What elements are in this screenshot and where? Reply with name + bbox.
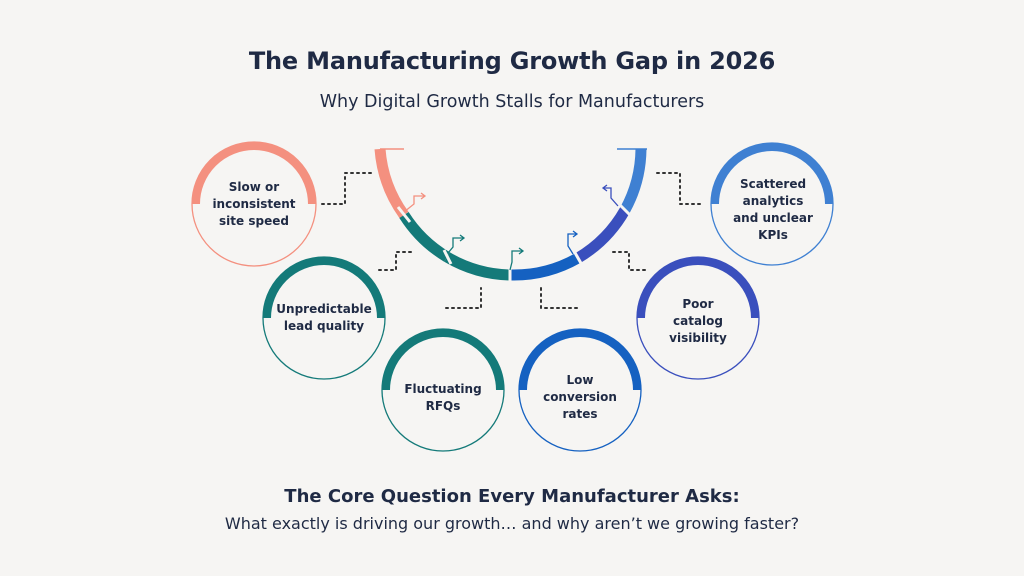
arc-segment-indigo xyxy=(575,207,630,263)
node-label-rfqs: Fluctuating RFQs xyxy=(404,382,482,413)
central-arc xyxy=(374,148,647,281)
core-question-text: What exactly is driving our growth… and … xyxy=(224,514,800,533)
node-label-lead-quality: Unpredictable lead quality xyxy=(276,302,372,333)
node-label-conversion: Low conversion rates xyxy=(543,373,617,421)
dotted-connectors xyxy=(321,172,703,309)
node-label-catalog: Poor catalog visibility xyxy=(669,297,727,345)
node-label-site-speed: Slow or inconsistent site speed xyxy=(212,180,296,228)
arc-segment-salmon xyxy=(374,148,409,219)
arc-segment-blue xyxy=(509,253,581,281)
page-subtitle: Why Digital Growth Stalls for Manufactur… xyxy=(319,92,705,112)
arc-segment-teal-dark xyxy=(444,252,511,281)
arc-segment-sky xyxy=(620,148,647,213)
core-question-heading: The Core Question Every Manufacturer Ask… xyxy=(284,486,740,507)
node-circles xyxy=(191,141,834,452)
arc-step-markers xyxy=(403,184,619,271)
page-title: The Manufacturing Growth Gap in 2026 xyxy=(248,47,776,75)
node-label-analytics: Scattered analytics and unclear KPIs xyxy=(733,177,813,242)
